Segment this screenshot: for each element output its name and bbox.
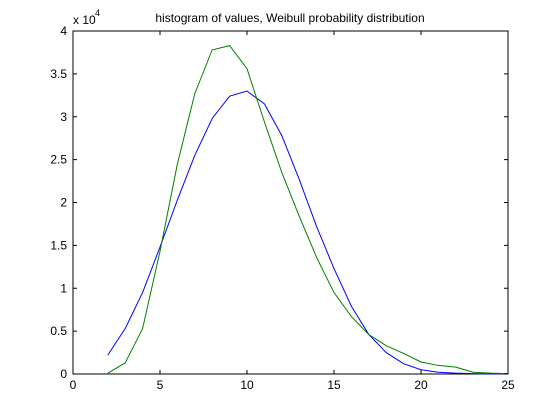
y-scale-exponent: 4: [95, 8, 100, 18]
x-tick-label: 15: [327, 378, 341, 392]
y-tick-label: 1: [60, 281, 67, 295]
series-line-1: [107, 90, 509, 375]
x-tick-label: 20: [414, 378, 428, 392]
x-tick-label: 0: [70, 378, 77, 392]
y-tick-label: 3: [60, 110, 67, 124]
x-tick-label: 25: [501, 378, 515, 392]
y-tick-label: 1.5: [50, 238, 67, 252]
chart-title: histogram of values, Weibull probability…: [155, 11, 424, 25]
y-scale-multiplier: x 10: [73, 13, 96, 27]
x-tick-label: 10: [240, 378, 254, 392]
y-tick-label: 2: [60, 196, 67, 210]
tick-layer: 0 5 10 15 20 25 0 0.5 1 1.5 2 2.5 3 3.5 4: [50, 24, 515, 392]
series-layer: [107, 45, 509, 375]
y-tick-label: 0: [60, 367, 67, 381]
y-tick-label: 2.5: [50, 153, 67, 167]
y-tick-label: 3.5: [50, 67, 67, 81]
y-tick-label: 4: [60, 24, 67, 38]
y-tick-label: 0.5: [50, 324, 67, 338]
series-line-2: [107, 45, 509, 375]
x-tick-label: 5: [157, 378, 164, 392]
plot-area: [72, 30, 509, 375]
